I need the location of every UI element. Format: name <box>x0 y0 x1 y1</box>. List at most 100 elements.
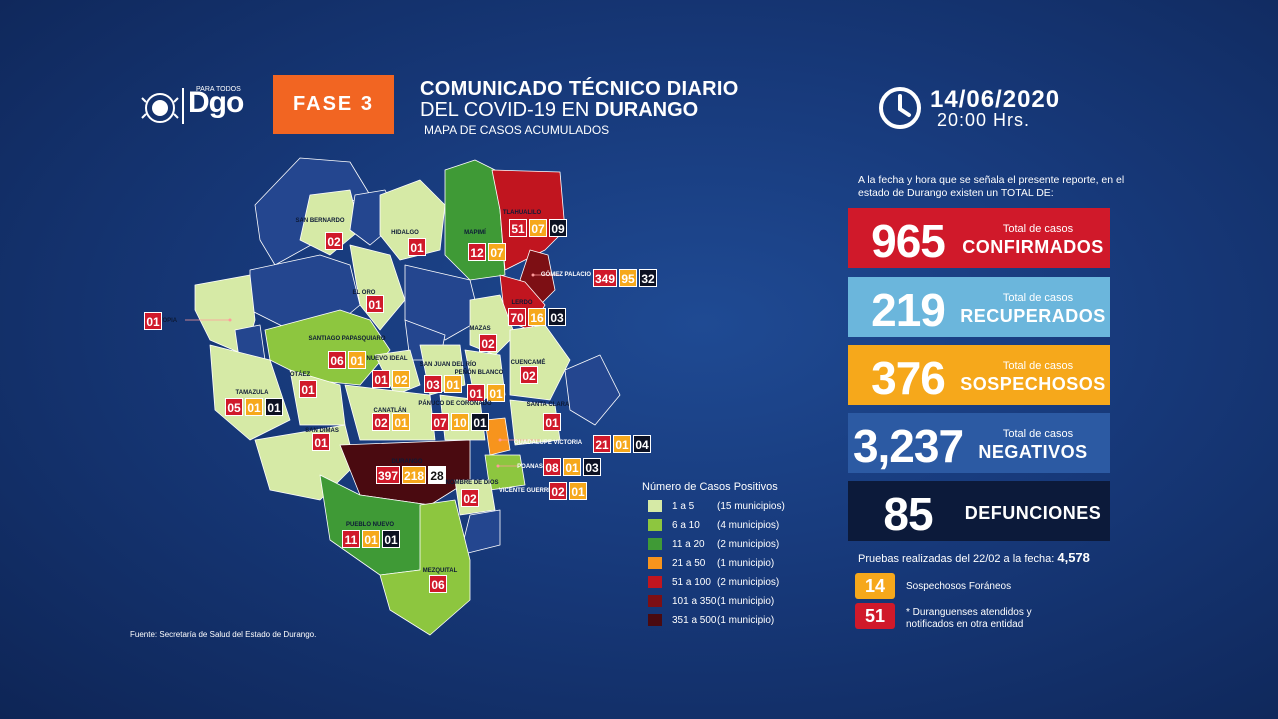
clock-icon <box>878 86 922 130</box>
pruebas-text: Pruebas realizadas del 22/02 a la fecha:… <box>858 550 1090 565</box>
region-santa-clara <box>509 399 561 446</box>
legend-swatch <box>648 595 662 607</box>
municipio-label: MAPIMÍ <box>464 230 486 236</box>
stat-recuperados: 219 Total de casos RECUPERADOS <box>848 277 1110 337</box>
legend-range: 1 a 5 <box>672 500 695 512</box>
suspected-count: 02 <box>392 370 410 388</box>
deaths-count: 28 <box>428 466 447 484</box>
stat-confirmados: 965 Total de casos CONFIRMADOS <box>848 208 1110 268</box>
confirmed-count: 01 <box>467 384 485 402</box>
logo-text: Dgo <box>188 86 244 119</box>
region-san-pedro <box>404 264 481 341</box>
stat-label: DEFUNCIONES <box>964 503 1102 523</box>
legend-swatch <box>648 614 662 626</box>
stat-defunciones: 85 DEFUNCIONES <box>848 481 1110 541</box>
suspected-count: 01 <box>392 413 410 431</box>
legend-item: 351 a 500 (1 municipio) <box>648 612 774 628</box>
municipio-label: CUENCAMÉ <box>510 360 546 366</box>
pruebas-label: Pruebas realizadas del 22/02 a la fecha: <box>858 553 1058 565</box>
municipio-counts: 07 10 01 <box>431 413 491 431</box>
deaths-count: 03 <box>583 458 601 476</box>
municipio-counts: 03 01 <box>424 375 464 393</box>
municipio-label: TLAHUALILO <box>502 210 542 216</box>
legend-item: 101 a 350 (1 municipio) <box>648 593 774 609</box>
municipio-counts: 01 <box>543 413 563 431</box>
municipio-counts: 02 01 <box>372 413 412 431</box>
suspected-count: 01 <box>487 384 505 402</box>
stat-value: 965 <box>871 215 946 267</box>
municipio-counts: 08 01 03 <box>543 458 603 476</box>
confirmed-count: 08 <box>543 458 561 476</box>
confirmed-count: 01 <box>408 238 426 256</box>
region-guadalupe <box>484 417 511 456</box>
suspected-count: 01 <box>569 482 587 500</box>
callout-dot-gomez <box>531 273 535 277</box>
region-tamazula <box>209 344 291 441</box>
stat-sospechosos: 376 Total de casos SOSPECHOSOS <box>848 345 1110 405</box>
stat-label: SOSPECHOSOS <box>960 374 1106 394</box>
stat-label: CONFIRMADOS <box>962 237 1104 257</box>
municipio-label: POANAS <box>517 464 543 470</box>
municipio-counts: 02 <box>461 489 481 507</box>
municipio-counts: 02 <box>325 232 345 250</box>
stat-value: 3,237 <box>852 420 964 472</box>
confirmed-count: 05 <box>225 398 243 416</box>
municipio-label: SANTA CLARA <box>526 402 570 408</box>
callout-dot-guadalupe <box>498 438 502 442</box>
municipio-counts: 51 07 09 <box>509 219 569 237</box>
legend-title: Número de Casos Positivos <box>642 481 778 493</box>
municipio-label: OTÁEZ <box>289 372 311 378</box>
confirmed-count: 06 <box>429 575 447 593</box>
confirmed-count: 51 <box>509 219 527 237</box>
suspected-count: 01 <box>444 375 462 393</box>
report-time: 20:00 Hrs. <box>937 110 1031 130</box>
state-seal-icon <box>140 88 250 128</box>
legend-count: (1 municipio) <box>717 557 775 569</box>
stat-label: RECUPERADOS <box>960 306 1106 326</box>
confirmed-count: 21 <box>593 435 611 453</box>
deaths-count: 09 <box>549 219 567 237</box>
suspected-count: 07 <box>529 219 547 237</box>
stat-sub: Total de casos <box>1002 360 1074 372</box>
suspected-count: 01 <box>613 435 631 453</box>
suspected-count: 01 <box>348 351 366 369</box>
stat-negativos: 3,237 Total de casos NEGATIVOS <box>848 413 1110 473</box>
legend-swatch <box>648 519 662 531</box>
municipio-counts: 12 07 <box>468 243 508 261</box>
legend-item: 6 a 10 (4 municipios) <box>648 517 779 533</box>
municipio-counts: 01 02 <box>372 370 412 388</box>
suspected-count: 16 <box>528 308 546 326</box>
municipio-counts: 01 01 <box>467 384 507 402</box>
stat-value: 376 <box>871 352 946 404</box>
municipio-counts: 70 16 03 <box>508 308 568 326</box>
suspected-count: 01 <box>245 398 263 416</box>
deaths-count: 32 <box>639 269 658 287</box>
pruebas-value: 4,578 <box>1057 550 1090 565</box>
municipio-counts: 349 95 32 <box>593 269 659 287</box>
municipio-label: TAMAZULA <box>235 390 269 396</box>
map-subtitle: MAPA DE CASOS ACUMULADOS <box>424 123 610 137</box>
legend-range: 21 a 50 <box>672 557 706 569</box>
legend-range: 101 a 350 <box>672 595 717 607</box>
municipio-label: TOPIA <box>158 318 178 324</box>
legend-item: 21 a 50 (1 municipio) <box>648 555 774 571</box>
municipio-label: LERDO <box>511 300 533 306</box>
legend-item: 1 a 5 (15 municipios) <box>648 498 785 514</box>
confirmed-count: 01 <box>366 295 384 313</box>
page-title: COMUNICADO TÉCNICO DIARIO <box>420 78 739 100</box>
stat-sub: Total de casos <box>1002 223 1074 235</box>
municipio-counts: 01 <box>299 380 319 398</box>
municipio-label: GUADALUPE VICTORIA <box>513 440 583 446</box>
confirmed-count: 06 <box>328 351 346 369</box>
logo-tagline: PARA TODOS <box>196 86 241 93</box>
legend-swatch <box>648 538 662 550</box>
callout-dot-topia <box>228 318 232 322</box>
legend-count: (4 municipios) <box>717 519 780 531</box>
region-canatlan <box>344 384 436 441</box>
municipio-counts: 01 <box>366 295 386 313</box>
report-date: 14/06/2020 <box>930 86 1061 113</box>
region-san-bernardo <box>299 189 361 256</box>
suspected-count: 10 <box>451 413 469 431</box>
municipio-counts: 02 <box>520 366 540 384</box>
